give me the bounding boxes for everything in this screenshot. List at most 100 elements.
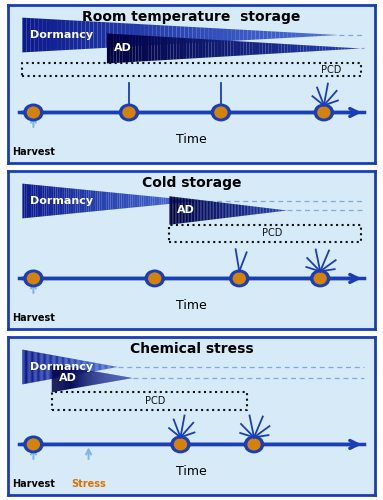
- Polygon shape: [127, 377, 128, 379]
- Polygon shape: [228, 40, 231, 56]
- Polygon shape: [38, 352, 39, 382]
- Polygon shape: [288, 44, 291, 53]
- Polygon shape: [110, 366, 111, 368]
- Polygon shape: [285, 44, 288, 53]
- Polygon shape: [177, 26, 180, 44]
- Polygon shape: [272, 32, 275, 38]
- Polygon shape: [220, 28, 224, 42]
- Polygon shape: [22, 350, 24, 384]
- Polygon shape: [77, 189, 80, 213]
- Polygon shape: [66, 366, 67, 390]
- Polygon shape: [59, 365, 60, 391]
- Polygon shape: [25, 184, 27, 218]
- Polygon shape: [304, 45, 307, 52]
- Polygon shape: [54, 364, 55, 392]
- Polygon shape: [177, 199, 179, 203]
- Polygon shape: [221, 202, 223, 218]
- Polygon shape: [165, 26, 169, 44]
- Polygon shape: [322, 46, 326, 50]
- Polygon shape: [101, 364, 102, 370]
- Polygon shape: [52, 355, 54, 379]
- Polygon shape: [73, 368, 74, 388]
- Polygon shape: [157, 197, 159, 205]
- Polygon shape: [190, 198, 192, 222]
- Polygon shape: [108, 374, 110, 382]
- Polygon shape: [22, 184, 25, 218]
- Polygon shape: [132, 35, 136, 62]
- Polygon shape: [247, 42, 250, 55]
- Polygon shape: [319, 46, 322, 51]
- Polygon shape: [55, 356, 56, 378]
- Polygon shape: [91, 190, 93, 212]
- Polygon shape: [41, 353, 43, 381]
- Polygon shape: [44, 186, 47, 216]
- Polygon shape: [40, 353, 41, 381]
- Polygon shape: [98, 372, 99, 384]
- Polygon shape: [83, 370, 84, 386]
- Polygon shape: [161, 198, 164, 204]
- Ellipse shape: [121, 106, 137, 120]
- Polygon shape: [55, 364, 56, 392]
- Polygon shape: [86, 361, 87, 373]
- Polygon shape: [136, 35, 139, 62]
- Polygon shape: [135, 194, 137, 207]
- Polygon shape: [188, 200, 190, 202]
- Polygon shape: [146, 196, 148, 206]
- Polygon shape: [126, 34, 129, 62]
- Polygon shape: [211, 201, 212, 220]
- Polygon shape: [102, 192, 104, 210]
- Polygon shape: [89, 362, 90, 372]
- Polygon shape: [189, 38, 193, 58]
- Polygon shape: [31, 351, 32, 383]
- Polygon shape: [265, 43, 268, 54]
- Polygon shape: [22, 18, 26, 52]
- Polygon shape: [112, 366, 113, 368]
- Polygon shape: [50, 19, 54, 51]
- Polygon shape: [119, 34, 123, 62]
- Polygon shape: [279, 32, 283, 38]
- Polygon shape: [70, 358, 71, 376]
- Polygon shape: [75, 359, 76, 375]
- Polygon shape: [110, 34, 113, 64]
- Polygon shape: [65, 358, 67, 376]
- Polygon shape: [283, 32, 287, 38]
- Polygon shape: [169, 26, 173, 44]
- Polygon shape: [280, 210, 281, 212]
- Polygon shape: [26, 18, 30, 52]
- Polygon shape: [72, 358, 74, 375]
- Polygon shape: [113, 374, 115, 382]
- Polygon shape: [79, 368, 80, 388]
- Polygon shape: [231, 204, 233, 217]
- Ellipse shape: [26, 438, 41, 452]
- Polygon shape: [107, 374, 108, 382]
- Polygon shape: [170, 198, 172, 204]
- Polygon shape: [46, 354, 47, 380]
- Polygon shape: [315, 34, 319, 36]
- Polygon shape: [34, 352, 36, 382]
- Polygon shape: [205, 200, 206, 220]
- Polygon shape: [47, 354, 49, 380]
- Polygon shape: [218, 202, 219, 219]
- Polygon shape: [128, 377, 129, 379]
- Polygon shape: [128, 194, 131, 208]
- Polygon shape: [56, 364, 57, 392]
- Polygon shape: [104, 192, 106, 210]
- Polygon shape: [227, 203, 228, 218]
- Polygon shape: [86, 370, 87, 386]
- Polygon shape: [183, 200, 186, 202]
- Polygon shape: [137, 24, 141, 46]
- Polygon shape: [87, 362, 88, 372]
- Polygon shape: [113, 366, 115, 368]
- Polygon shape: [250, 42, 253, 55]
- Polygon shape: [240, 30, 244, 40]
- Ellipse shape: [147, 272, 162, 285]
- Polygon shape: [98, 364, 99, 370]
- Polygon shape: [103, 373, 104, 383]
- Text: Time: Time: [176, 465, 207, 478]
- Polygon shape: [69, 358, 70, 376]
- Polygon shape: [202, 39, 205, 58]
- Polygon shape: [157, 25, 161, 45]
- Text: Dormancy: Dormancy: [30, 30, 93, 40]
- Text: Cold storage: Cold storage: [142, 176, 241, 190]
- Polygon shape: [148, 196, 150, 206]
